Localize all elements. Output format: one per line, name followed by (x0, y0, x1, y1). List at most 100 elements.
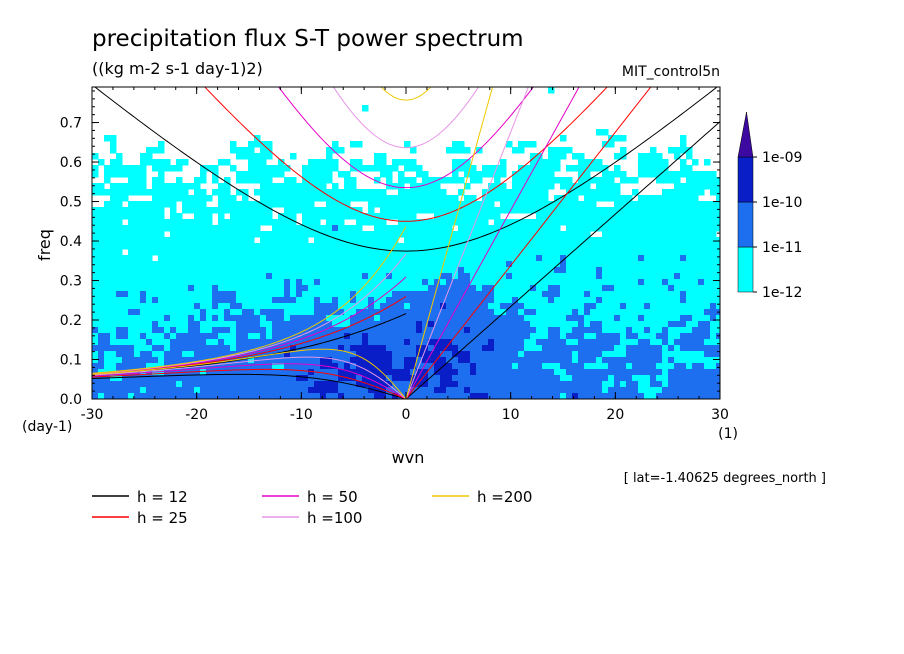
heatmap-cell (662, 225, 669, 232)
heatmap-cell (116, 213, 123, 220)
heatmap-cell (128, 171, 135, 178)
heatmap-cell (266, 369, 273, 376)
heatmap-cell (692, 237, 699, 244)
heatmap-cell (698, 357, 705, 364)
heatmap-cell (254, 303, 261, 310)
heatmap-cell (176, 309, 183, 316)
heatmap-cell (146, 249, 153, 256)
heatmap-cell (290, 237, 297, 244)
heatmap-cell (152, 231, 159, 238)
heatmap-cell (416, 207, 423, 214)
heatmap-cell (332, 141, 339, 148)
heatmap-cell (122, 195, 129, 202)
heatmap-cell (530, 309, 537, 316)
heatmap-cell (548, 375, 555, 382)
heatmap-cell (344, 183, 351, 190)
heatmap-cell (356, 225, 363, 232)
heatmap-cell (398, 339, 405, 346)
heatmap-cell (254, 363, 261, 370)
heatmap-cell (458, 159, 465, 166)
heatmap-cell (254, 177, 261, 184)
heatmap-cell (536, 375, 543, 382)
heatmap-cell (452, 177, 459, 184)
heatmap-cell (308, 327, 315, 334)
heatmap-cell (134, 393, 141, 399)
heatmap-cell (668, 309, 675, 316)
y-unit-label: (day-1) (22, 419, 72, 435)
heatmap-cell (254, 381, 261, 388)
heatmap-cell (266, 345, 273, 352)
heatmap-cell (134, 201, 141, 208)
heatmap-cell (560, 369, 567, 376)
heatmap-cell (428, 387, 435, 394)
heatmap-cell (536, 387, 543, 394)
heatmap-cell (488, 171, 495, 178)
heatmap-cell (560, 147, 567, 154)
heatmap-cell (434, 243, 441, 250)
heatmap-cell (566, 213, 573, 220)
heatmap-cell (386, 315, 393, 322)
heatmap-cell (326, 177, 333, 184)
heatmap-cell (470, 279, 477, 286)
heatmap-cell (620, 327, 627, 334)
heatmap-cell (458, 369, 465, 376)
heatmap-cell (386, 357, 393, 364)
heatmap-cell (494, 339, 501, 346)
heatmap-cell (704, 375, 711, 382)
heatmap-cell (134, 249, 141, 256)
heatmap-cell (218, 237, 225, 244)
heatmap-cell (200, 315, 207, 322)
heatmap-cell (104, 393, 111, 399)
heatmap-cell (110, 363, 117, 370)
heatmap-cell (398, 327, 405, 334)
heatmap-cell (308, 273, 315, 280)
heatmap-cell (308, 321, 315, 328)
heatmap-cell (710, 291, 717, 298)
heatmap-cell (668, 285, 675, 292)
heatmap-cell (206, 375, 213, 382)
heatmap-cell (248, 351, 255, 358)
heatmap-cell (194, 297, 201, 304)
heatmap-cell (158, 315, 165, 322)
heatmap-cell (368, 393, 375, 399)
heatmap-cell (674, 255, 681, 262)
heatmap-cell (158, 213, 165, 220)
heatmap-cell (434, 255, 441, 262)
heatmap-cell (524, 363, 531, 370)
heatmap-cell (620, 303, 627, 310)
heatmap-cell (572, 369, 579, 376)
heatmap-cell (488, 231, 495, 238)
heatmap-cell (134, 333, 141, 340)
heatmap-cell (704, 393, 711, 399)
heatmap-cell (494, 273, 501, 280)
heatmap-cell (416, 369, 423, 376)
heatmap-cell (698, 219, 705, 226)
heatmap-cell (332, 273, 339, 280)
heatmap-cell (248, 237, 255, 244)
heatmap-cell (410, 147, 417, 154)
heatmap-cell (434, 273, 441, 280)
heatmap-cell (158, 219, 165, 226)
heatmap-cell (206, 327, 213, 334)
heatmap-cell (356, 165, 363, 172)
heatmap-cell (164, 189, 171, 196)
heatmap-cell (194, 357, 201, 364)
heatmap-cell (128, 177, 135, 184)
heatmap-cell (344, 195, 351, 202)
heatmap-cell (698, 255, 705, 262)
heatmap-cell (410, 393, 417, 399)
heatmap-cell (206, 345, 213, 352)
heatmap-cell (710, 171, 717, 178)
heatmap-cell (134, 189, 141, 196)
heatmap-cell (704, 333, 711, 340)
heatmap-cell (602, 303, 609, 310)
heatmap-cell (650, 147, 657, 154)
heatmap-cell (482, 363, 489, 370)
heatmap-cell (404, 369, 411, 376)
heatmap-cell (308, 249, 315, 256)
heatmap-cell (686, 387, 693, 394)
heatmap-cell (296, 315, 303, 322)
heatmap-cell (242, 171, 249, 178)
heatmap-cell (368, 375, 375, 382)
heatmap-cell (548, 315, 555, 322)
